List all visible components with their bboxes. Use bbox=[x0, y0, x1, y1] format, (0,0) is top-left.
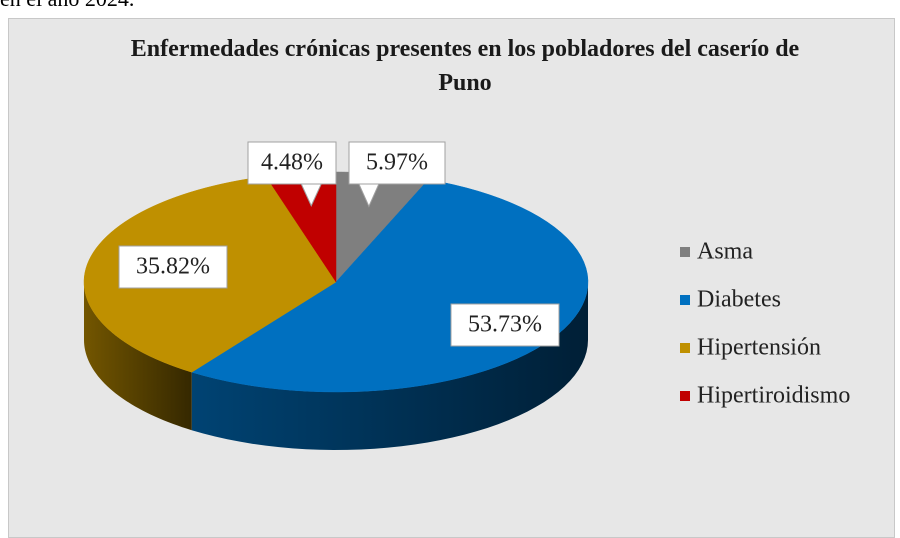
data-label: 5.97% bbox=[366, 150, 428, 176]
label-box bbox=[349, 142, 445, 184]
label-box bbox=[451, 304, 559, 346]
legend-label: Asma bbox=[697, 239, 753, 265]
legend-swatch bbox=[680, 343, 690, 353]
data-label: 53.73% bbox=[468, 312, 542, 338]
data-label: 35.82% bbox=[136, 254, 210, 280]
legend-swatch bbox=[680, 295, 690, 305]
legend-swatch bbox=[680, 391, 690, 401]
legend-swatch bbox=[680, 247, 690, 257]
legend-label: Diabetes bbox=[697, 287, 781, 313]
label-box bbox=[119, 246, 227, 288]
chart-title: Enfermedades crónicas presentes en los p… bbox=[130, 36, 800, 96]
pie-side bbox=[191, 282, 588, 450]
legend-label: Hipertiroidismo bbox=[697, 383, 850, 409]
legend-label: Hipertensión bbox=[697, 335, 821, 361]
caption: en el año 2024. bbox=[0, 0, 134, 12]
label-box bbox=[248, 142, 336, 184]
pie-side bbox=[84, 282, 192, 431]
data-label: 4.48% bbox=[261, 150, 323, 176]
